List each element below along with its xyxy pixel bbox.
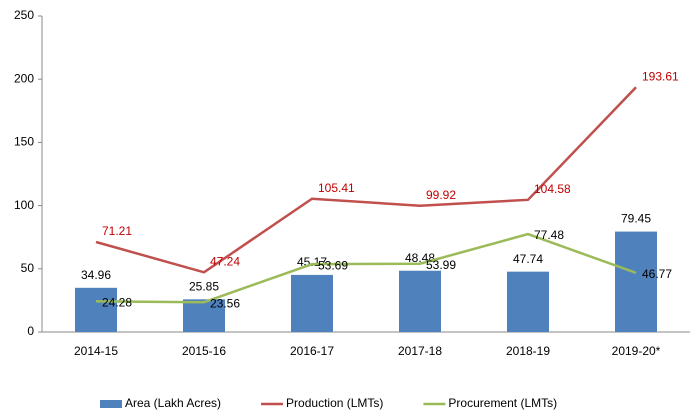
line-value-label: 53.99 [426,258,456,272]
legend-label: Procurement (LMTs) [448,396,557,410]
y-tick-label: 100 [14,198,34,212]
line-value-label: 99.92 [426,188,456,202]
y-tick-label: 200 [14,71,34,85]
bar-value-label: 34.96 [81,268,111,282]
line-series [95,86,637,274]
x-tick-label: 2019-20* [612,344,661,358]
bar-value-label: 47.74 [513,252,543,266]
line-value-label: 46.77 [642,267,672,281]
bar-value-label: 25.85 [189,279,219,293]
line-value-label: 104.58 [534,182,571,196]
legend-label: Area (Lakh Acres) [125,396,221,410]
bar [183,299,225,332]
y-tick-label: 50 [21,261,35,275]
line-value-label: 23.56 [210,296,240,310]
y-tick-label: 0 [27,324,34,338]
y-tick-label: 250 [14,8,34,22]
bar-value-label: 79.45 [621,212,651,226]
x-tick-label: 2014-15 [74,344,118,358]
line-value-label: 77.48 [534,228,564,242]
y-tick-label: 150 [14,135,34,149]
x-tick-label: 2018-19 [506,344,550,358]
x-tick-label: 2016-17 [290,344,334,358]
line-value-label: 24.28 [102,295,132,309]
legend-swatch [100,400,122,408]
x-tick-label: 2017-18 [398,344,442,358]
line-series [95,232,637,304]
line-value-label: 105.41 [318,181,355,195]
bar [615,231,657,332]
line-value-label: 53.69 [318,258,348,272]
bar [507,271,549,332]
line-value-label: 71.21 [102,224,132,238]
bar [75,287,117,332]
bar [399,270,441,332]
bar [291,274,333,332]
x-tick-label: 2015-16 [182,344,226,358]
line-value-label: 193.61 [642,69,679,83]
legend-label: Production (LMTs) [286,396,383,410]
line-value-label: 47.24 [210,254,240,268]
